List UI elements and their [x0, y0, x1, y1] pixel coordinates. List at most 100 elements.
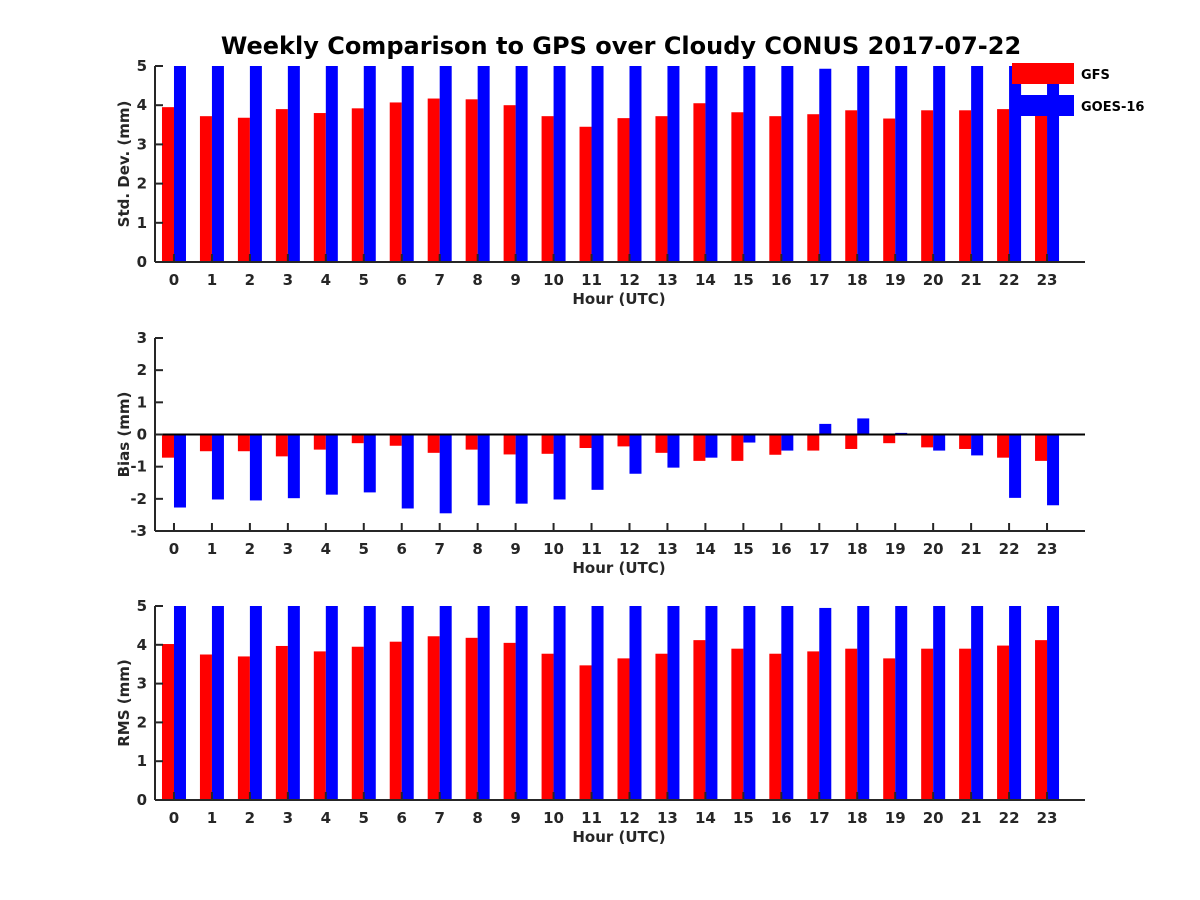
- bar-goes-16-20: [933, 434, 946, 451]
- bar-goes-16-8: [477, 66, 490, 262]
- x-tick-label: 13: [657, 809, 678, 827]
- bar-goes-16-7: [439, 606, 452, 800]
- bar-goes-16-13: [667, 434, 680, 468]
- bar-goes-16-6: [401, 606, 414, 800]
- bar-gfs-19: [883, 118, 896, 262]
- x-tick-label: 5: [359, 271, 369, 289]
- y-tick-label: 3: [137, 675, 147, 693]
- legend-swatch-goes-16: [1012, 95, 1074, 116]
- x-tick-label: 8: [472, 271, 482, 289]
- bar-goes-16-16: [781, 434, 794, 451]
- bar-goes-16-5: [363, 66, 376, 262]
- x-tick-label: 22: [999, 809, 1020, 827]
- bar-goes-16-22: [1009, 434, 1022, 498]
- x-tick-label: 2: [245, 271, 255, 289]
- bar-gfs-16: [769, 116, 782, 263]
- bar-goes-16-22: [1009, 606, 1022, 800]
- x-tick-label: 10: [543, 809, 564, 827]
- x-tick-label: 4: [321, 540, 331, 558]
- bar-gfs-23: [1035, 434, 1048, 461]
- x-tick-label: 9: [510, 540, 520, 558]
- x-tick-label: 17: [809, 809, 830, 827]
- x-tick-label: 15: [733, 271, 754, 289]
- bar-goes-16-18: [857, 606, 870, 800]
- bar-goes-16-11: [591, 66, 604, 262]
- bar-gfs-10: [541, 116, 554, 263]
- bar-goes-16-19: [895, 66, 908, 262]
- bar-goes-16-11: [591, 606, 604, 800]
- bar-gfs-23: [1035, 113, 1048, 262]
- bar-gfs-3: [275, 434, 288, 457]
- bar-goes-16-0: [173, 66, 186, 262]
- bar-goes-16-14: [705, 606, 718, 800]
- y-tick-label: 1: [137, 752, 147, 770]
- bar-gfs-14: [693, 640, 706, 800]
- bar-gfs-20: [921, 648, 934, 800]
- y-tick-label: 0: [137, 791, 147, 809]
- bar-goes-16-6: [401, 66, 414, 262]
- x-tick-label: 15: [733, 540, 754, 558]
- x-tick-label: 11: [581, 540, 602, 558]
- bar-goes-16-1: [211, 434, 224, 500]
- bar-goes-16-18: [857, 66, 870, 262]
- x-tick-label: 5: [359, 540, 369, 558]
- x-axis-label: Hour (UTC): [572, 559, 665, 577]
- x-tick-label: 23: [1037, 809, 1058, 827]
- y-tick-label: 1: [137, 214, 147, 232]
- x-tick-label: 3: [283, 809, 293, 827]
- bar-gfs-13: [655, 116, 668, 263]
- x-tick-label: 10: [543, 271, 564, 289]
- bar-gfs-15: [731, 112, 744, 262]
- bar-goes-16-20: [933, 606, 946, 800]
- bar-goes-16-3: [287, 606, 300, 800]
- bar-goes-16-10: [553, 66, 566, 262]
- x-tick-label: 16: [771, 271, 792, 289]
- bar-gfs-2: [237, 656, 250, 800]
- bar-goes-16-18: [857, 418, 870, 435]
- bar-gfs-4: [313, 113, 326, 262]
- x-tick-label: 1: [207, 271, 217, 289]
- bar-gfs-3: [275, 109, 288, 263]
- x-tick-label: 1: [207, 540, 217, 558]
- x-tick-label: 4: [321, 809, 331, 827]
- bar-gfs-16: [769, 434, 782, 455]
- bar-gfs-6: [389, 641, 402, 800]
- bar-gfs-13: [655, 653, 668, 800]
- x-tick-label: 23: [1037, 271, 1058, 289]
- x-tick-label: 18: [847, 271, 868, 289]
- x-tick-label: 22: [999, 271, 1020, 289]
- bar-goes-16-15: [743, 434, 756, 443]
- bar-goes-16-21: [971, 66, 984, 262]
- x-tick-label: 16: [771, 809, 792, 827]
- bar-goes-16-16: [781, 606, 794, 800]
- bars: [161, 66, 1060, 263]
- bar-gfs-10: [541, 434, 554, 454]
- chart-title: Weekly Comparison to GPS over Cloudy CON…: [221, 32, 1021, 60]
- bar-goes-16-15: [743, 606, 756, 800]
- bar-goes-16-7: [439, 434, 452, 514]
- x-tick-label: 12: [619, 540, 640, 558]
- x-tick-label: 6: [397, 540, 407, 558]
- x-tick-label: 18: [847, 540, 868, 558]
- bar-goes-16-8: [477, 434, 490, 506]
- bar-goes-16-14: [705, 434, 718, 458]
- x-tick-label: 9: [510, 809, 520, 827]
- bar-goes-16-9: [515, 434, 528, 504]
- bar-goes-16-23: [1047, 606, 1060, 800]
- bar-gfs-9: [503, 434, 516, 455]
- bar-gfs-13: [655, 434, 668, 453]
- x-axis-label: Hour (UTC): [572, 290, 665, 308]
- bar-gfs-21: [959, 110, 972, 263]
- bar-gfs-17: [807, 434, 820, 451]
- x-tick-label: 8: [472, 809, 482, 827]
- bar-gfs-3: [275, 645, 288, 800]
- bar-gfs-9: [503, 105, 516, 262]
- bar-goes-16-4: [325, 434, 338, 495]
- bar-gfs-22: [997, 109, 1010, 263]
- bar-gfs-1: [199, 434, 212, 452]
- bar-goes-16-12: [629, 606, 642, 800]
- bar-gfs-19: [883, 658, 896, 800]
- bar-goes-16-16: [781, 66, 794, 262]
- bar-gfs-4: [313, 651, 326, 800]
